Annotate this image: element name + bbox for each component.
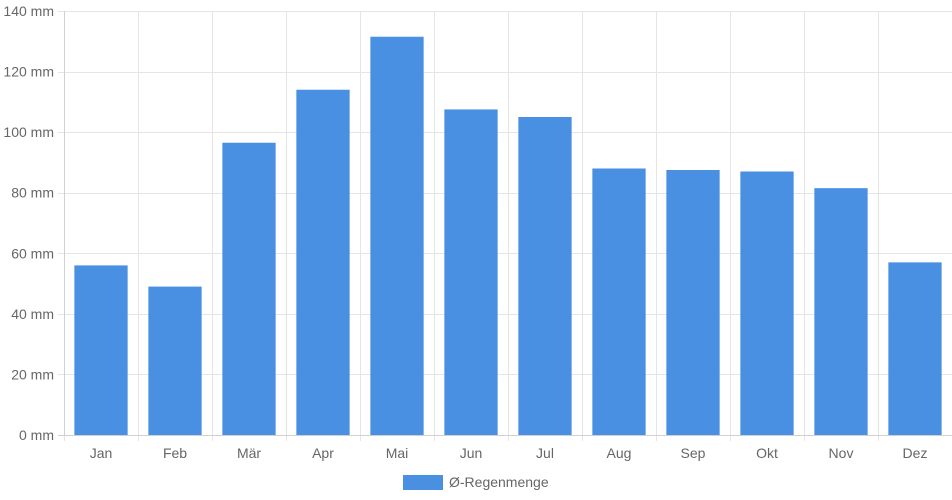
y-tick-label: 60 mm — [11, 245, 54, 261]
bar-jan — [74, 265, 128, 435]
x-tick-label: Jul — [536, 445, 554, 461]
x-tick-label: Okt — [756, 445, 778, 461]
legend: Ø-Regenmenge — [403, 474, 549, 490]
x-tick-label: Aug — [607, 445, 632, 461]
x-tick-label: Feb — [163, 445, 187, 461]
y-tick-label: 20 mm — [11, 366, 54, 382]
x-tick-label: Nov — [829, 445, 854, 461]
y-tick-label: 0 mm — [19, 427, 54, 443]
bar-dez — [888, 262, 942, 435]
y-tick-label: 40 mm — [11, 306, 54, 322]
bar-jun — [444, 109, 498, 435]
bar-mai — [370, 36, 424, 435]
bar-mär — [222, 142, 276, 435]
y-tick-label: 100 mm — [3, 124, 54, 140]
legend-swatch — [403, 475, 443, 490]
y-axis-tick-labels: 0 mm 20 mm 40 mm 60 mm 80 mm 100 mm 120 mm 140 … — [3, 3, 54, 443]
bar-feb — [148, 286, 202, 435]
x-tick-label: Dez — [903, 445, 928, 461]
x-axis-tick-labels: Jan Feb Mär Apr Mai Jun Jul Aug Sep Okt Nov Dez — [90, 445, 928, 461]
bar-jul — [518, 117, 572, 435]
y-tick-label: 80 mm — [11, 185, 54, 201]
bar-sep — [666, 170, 720, 435]
grid-lines — [58, 11, 952, 441]
x-tick-label: Mai — [386, 445, 409, 461]
bar-okt — [740, 171, 794, 435]
x-tick-label: Sep — [681, 445, 706, 461]
legend-label: Ø-Regenmenge — [449, 474, 549, 490]
y-tick-label: 140 mm — [3, 3, 54, 19]
x-tick-label: Mär — [237, 445, 261, 461]
y-tick-label: 120 mm — [3, 64, 54, 80]
bar-aug — [592, 168, 646, 435]
x-tick-label: Apr — [312, 445, 334, 461]
bars — [74, 36, 942, 435]
bar-apr — [296, 89, 350, 435]
x-tick-label: Jan — [90, 445, 113, 461]
bar-nov — [814, 188, 868, 435]
axes — [58, 11, 952, 436]
x-tick-label: Jun — [460, 445, 483, 461]
